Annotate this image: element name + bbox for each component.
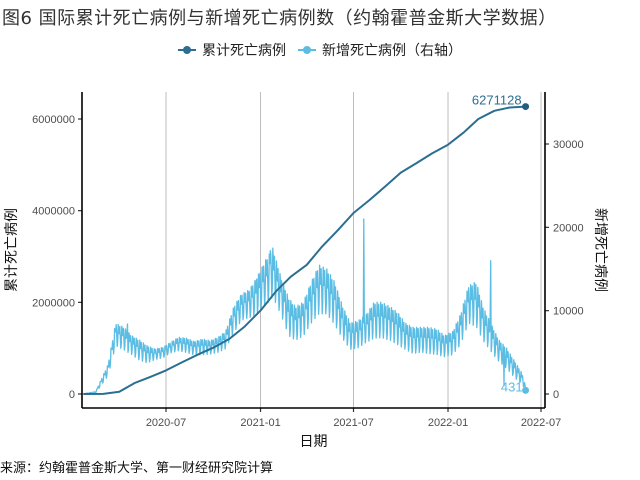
cumulative-series: 6271128 bbox=[83, 93, 530, 395]
y-left-tick-label: 4000000 bbox=[32, 206, 75, 218]
x-tick-label: 2022-01 bbox=[428, 417, 468, 429]
legend-cumulative-marker-icon bbox=[178, 43, 196, 57]
grid-lines bbox=[165, 92, 542, 408]
y-left-tick-label: 0 bbox=[69, 389, 75, 401]
y-right-axis-title: 新增死亡病例 bbox=[592, 208, 608, 292]
y-left-tick-label: 6000000 bbox=[32, 114, 75, 126]
new-deaths-end-label: 431 bbox=[501, 379, 523, 394]
axes bbox=[78, 92, 549, 412]
x-tick-label: 2021-01 bbox=[240, 417, 280, 429]
y-left-axis-title: 累计死亡病例 bbox=[4, 208, 20, 292]
axis-labels: 2020-07 2021-01 2021-07 2022-01 2022-07 0 2000… bbox=[4, 114, 608, 450]
new-deaths-end-point bbox=[522, 386, 530, 394]
y-right-tick-label: 30000 bbox=[553, 139, 584, 151]
new-deaths-series: 431 bbox=[83, 218, 530, 395]
y-right-tick-label: 20000 bbox=[553, 222, 584, 234]
legend-item-cumulative: 累计死亡病例 bbox=[178, 40, 286, 60]
cumulative-end-point bbox=[522, 103, 530, 111]
x-tick-label: 2020-07 bbox=[146, 417, 186, 429]
legend: 累计死亡病例 新增死亡病例（右轴） bbox=[0, 40, 640, 60]
y-right-tick-label: 0 bbox=[553, 389, 559, 401]
legend-new-marker-icon bbox=[298, 43, 316, 57]
y-left-tick-label: 2000000 bbox=[32, 297, 75, 309]
x-tick-label: 2021-07 bbox=[333, 417, 373, 429]
cumulative-end-label: 6271128 bbox=[472, 93, 522, 108]
chart-title: 图6 国际累计死亡病例与新增死亡病例数（约翰霍普金斯大学数据） bbox=[2, 8, 557, 29]
source-note: 来源：约翰霍普金斯大学、第一财经研究院计算 bbox=[0, 461, 274, 476]
new-deaths-line bbox=[83, 218, 527, 395]
cumulative-line bbox=[83, 105, 526, 395]
legend-label-cumulative: 累计死亡病例 bbox=[202, 43, 286, 59]
x-axis-title: 日期 bbox=[300, 434, 328, 450]
legend-label-new: 新增死亡病例（右轴） bbox=[322, 43, 462, 59]
y-right-tick-label: 10000 bbox=[553, 306, 584, 318]
x-tick-label: 2022-07 bbox=[521, 417, 561, 429]
legend-item-new: 新增死亡病例（右轴） bbox=[298, 40, 462, 60]
